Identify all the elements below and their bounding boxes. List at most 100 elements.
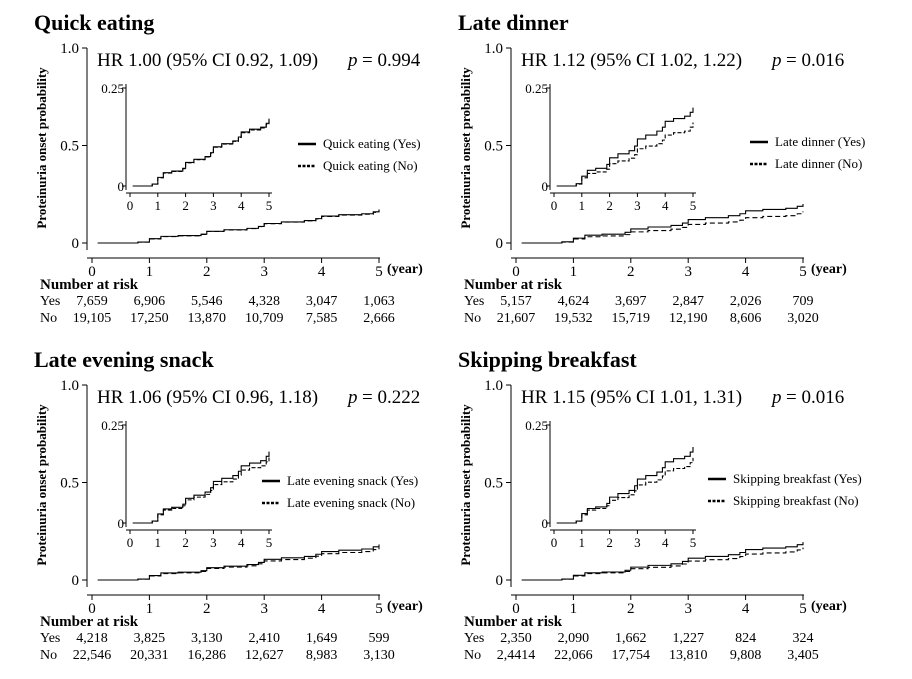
risk-value: 12,627 — [245, 648, 284, 663]
inset-x-tick-label: 2 — [182, 198, 189, 213]
y-axis-label: Proteinuria onset probability — [458, 67, 473, 229]
risk-value: 22,546 — [73, 648, 112, 663]
inset-x-tick-label: 5 — [266, 198, 273, 213]
risk-value: 1,227 — [672, 631, 704, 646]
inset-x-tick-label: 2 — [182, 535, 189, 550]
risk-row-label: Yes — [40, 631, 60, 646]
p-value: = 0.994 — [362, 50, 421, 71]
inset-x-tick-label: 2 — [606, 535, 613, 550]
hazard-ratio: HR 1.12 (95% CI 1.02, 1.22) — [521, 50, 742, 71]
x-tick-label: 0 — [512, 264, 520, 280]
x-tick-label: 0 — [512, 601, 520, 617]
main-curve-yes — [97, 209, 380, 244]
inset-x-tick-label: 4 — [238, 535, 245, 550]
risk-row-label: Yes — [464, 294, 484, 309]
x-tick-label: 4 — [318, 601, 326, 617]
risk-row-label: Yes — [464, 631, 484, 646]
risk-value: 19,105 — [73, 311, 112, 326]
y-tick-label: 0 — [72, 236, 80, 252]
inset-x-tick-label: 3 — [210, 535, 217, 550]
inset-y-tick-label: 0.25 — [101, 418, 124, 433]
x-tick-label: 1 — [146, 601, 154, 617]
risk-value: 15,719 — [612, 311, 651, 326]
risk-value: 8,606 — [730, 311, 762, 326]
p-label: p — [346, 387, 358, 408]
risk-value: 16,286 — [188, 648, 227, 663]
risk-value: 13,810 — [669, 648, 708, 663]
risk-value: 3,697 — [615, 294, 647, 309]
inset-y-tick-label: 0.25 — [101, 81, 124, 96]
panel-title: Late evening snack — [34, 347, 214, 372]
main-curve-no — [521, 211, 804, 244]
risk-value: 17,754 — [612, 648, 651, 663]
risk-value: 12,190 — [669, 311, 708, 326]
x-axis-label: (year) — [387, 262, 423, 277]
inset-x-tick-label: 5 — [690, 198, 697, 213]
y-axis-label: Proteinuria onset probability — [34, 67, 49, 229]
legend-label: Quick eating (Yes) — [323, 136, 421, 151]
risk-value: 2,350 — [500, 631, 532, 646]
p-label: p — [770, 387, 782, 408]
risk-value: 6,906 — [134, 294, 166, 309]
panel-title: Late dinner — [458, 10, 569, 35]
risk-value: 20,331 — [130, 648, 169, 663]
risk-value: 3,020 — [787, 311, 819, 326]
y-tick-label: 0.5 — [60, 476, 79, 492]
risk-value: 1,063 — [363, 294, 395, 309]
risk-value: 1,649 — [306, 631, 338, 646]
inset-x-tick-label: 0 — [551, 535, 558, 550]
risk-value: 2,666 — [363, 311, 395, 326]
inset-x-tick-label: 5 — [266, 535, 273, 550]
inset-y-tick-label: 0.25 — [525, 81, 548, 96]
x-tick-label: 3 — [260, 264, 268, 280]
hazard-ratio: HR 1.06 (95% CI 0.96, 1.18) — [97, 387, 318, 408]
x-tick-label: 2 — [203, 601, 211, 617]
inset-curve-yes — [556, 107, 694, 187]
number-at-risk-title: Number at risk — [464, 614, 563, 630]
risk-row-label: No — [40, 648, 57, 663]
number-at-risk-title: Number at risk — [464, 277, 563, 293]
risk-value: 2,026 — [730, 294, 762, 309]
inset-y-tick-label: 0 — [542, 179, 549, 194]
inset-y-tick-label: 0 — [542, 516, 549, 531]
inset-curve-no — [132, 457, 270, 524]
risk-row-label: No — [464, 648, 481, 663]
p-label: p — [770, 50, 782, 71]
y-tick-label: 1.0 — [484, 378, 503, 394]
risk-value: 3,130 — [363, 648, 395, 663]
number-at-risk-title: Number at risk — [40, 277, 139, 293]
risk-row-label: No — [40, 311, 57, 326]
risk-value: 2,410 — [248, 631, 280, 646]
inset-x-tick-label: 0 — [551, 198, 558, 213]
risk-value: 4,218 — [76, 631, 108, 646]
main-curve-no — [97, 547, 380, 581]
legend-label: Late evening snack (No) — [287, 495, 415, 510]
inset-x-tick-label: 0 — [127, 535, 134, 550]
risk-value: 5,546 — [191, 294, 223, 309]
x-tick-label: 3 — [684, 601, 692, 617]
inset-x-tick-label: 1 — [155, 535, 162, 550]
risk-value: 3,130 — [191, 631, 223, 646]
x-tick-label: 3 — [684, 264, 692, 280]
risk-value: 17,250 — [130, 311, 169, 326]
risk-value: 19,532 — [554, 311, 593, 326]
x-tick-label: 4 — [742, 264, 750, 280]
inset-curve-yes — [556, 446, 694, 524]
risk-value: 13,870 — [188, 311, 227, 326]
x-tick-label: 1 — [570, 601, 578, 617]
risk-value: 3,405 — [787, 648, 819, 663]
inset-x-tick-label: 4 — [662, 535, 669, 550]
x-tick-label: 2 — [203, 264, 211, 280]
risk-value: 1,662 — [615, 631, 647, 646]
panel-3: Late evening snack 0 0.5 1.0 Proteinuria ons… — [34, 347, 423, 663]
legend-label: Skipping breakfast (Yes) — [733, 471, 862, 486]
inset-y-tick-label: 0.25 — [525, 418, 548, 433]
y-axis-label: Proteinuria onset probability — [34, 404, 49, 566]
y-tick-label: 0.5 — [484, 476, 503, 492]
x-tick-label: 3 — [260, 601, 268, 617]
main-curve-yes — [521, 204, 804, 244]
panel-4: Skipping breakfast 0 0.5 1.0 Proteinuria ons… — [458, 347, 862, 663]
x-axis-label: (year) — [811, 262, 847, 277]
risk-value: 2,090 — [558, 631, 590, 646]
